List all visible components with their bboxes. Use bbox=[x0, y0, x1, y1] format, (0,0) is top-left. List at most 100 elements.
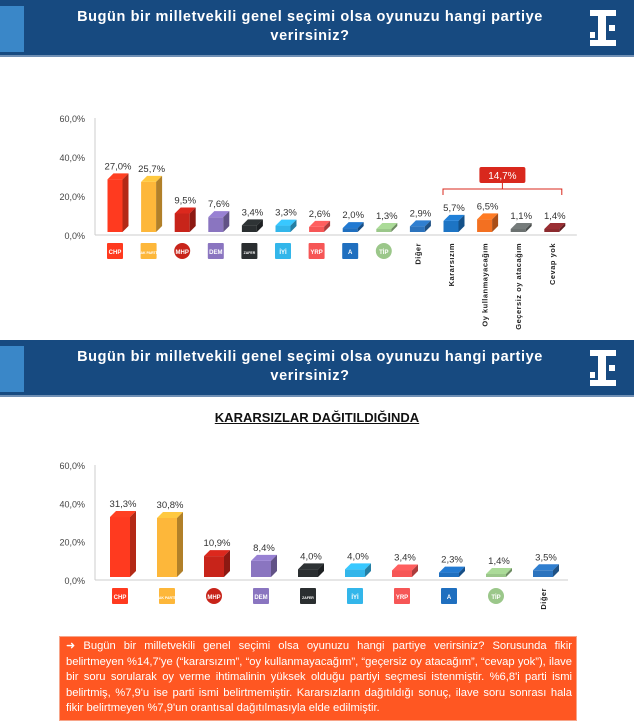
y-tick-label: 60,0% bbox=[59, 461, 85, 471]
logo-shape bbox=[441, 588, 457, 604]
bar bbox=[141, 175, 163, 232]
category-label: Cevap yok bbox=[548, 243, 557, 285]
y-tick-label: 20,0% bbox=[59, 192, 85, 202]
bar-side bbox=[224, 550, 230, 577]
bar-top bbox=[208, 211, 230, 218]
logo-text: MHP bbox=[207, 595, 220, 601]
category-label: Kararsızım bbox=[447, 243, 456, 286]
logo-shape bbox=[140, 243, 157, 259]
bar-side bbox=[324, 220, 331, 232]
bar-front bbox=[486, 574, 506, 577]
bar bbox=[342, 222, 364, 232]
bar-front bbox=[157, 517, 177, 577]
party-logo-icon: CHP bbox=[112, 588, 128, 604]
bar-side bbox=[357, 222, 364, 232]
bar-front bbox=[392, 570, 412, 577]
bar-top bbox=[275, 219, 297, 226]
bar-front bbox=[107, 179, 123, 232]
bar-side bbox=[525, 223, 532, 232]
y-tick-label: 0,0% bbox=[64, 231, 85, 241]
data-label: 1,1% bbox=[510, 211, 532, 222]
party-logo-icon: A bbox=[441, 588, 457, 604]
data-label: 10,9% bbox=[204, 538, 231, 549]
data-label: 30,8% bbox=[157, 500, 184, 511]
bar-top bbox=[309, 220, 331, 227]
data-label: 3,3% bbox=[275, 208, 297, 219]
bar-front bbox=[208, 217, 224, 232]
party-logo-icon: MHP bbox=[206, 588, 222, 604]
bar bbox=[251, 554, 277, 577]
bar-front bbox=[510, 229, 526, 232]
bar bbox=[345, 563, 371, 577]
party-logo-icon: YRP bbox=[308, 243, 325, 259]
annotation-bracket bbox=[442, 183, 563, 195]
bar bbox=[409, 220, 431, 232]
bar bbox=[208, 211, 230, 232]
y-tick-label: 60,0% bbox=[59, 114, 85, 124]
logo-shape bbox=[342, 243, 359, 259]
bar bbox=[107, 173, 129, 232]
annotation-box bbox=[479, 167, 526, 183]
bar bbox=[477, 213, 499, 232]
bar bbox=[241, 219, 263, 232]
logo-shape bbox=[112, 588, 128, 604]
bar bbox=[510, 223, 532, 232]
logo-shape bbox=[488, 588, 504, 604]
bar-top bbox=[544, 223, 566, 229]
party-logo-icon: ZAFER bbox=[300, 588, 316, 604]
bar bbox=[376, 223, 398, 232]
bar-side bbox=[122, 173, 129, 232]
bar-side bbox=[492, 213, 499, 232]
bar bbox=[392, 564, 418, 577]
y-tick-label: 0,0% bbox=[64, 576, 85, 586]
data-label: 3,4% bbox=[242, 207, 264, 218]
arrow-right-icon: ➜ bbox=[66, 640, 84, 652]
party-logo-icon: DEM bbox=[207, 243, 224, 259]
data-label: 1,4% bbox=[544, 211, 566, 222]
bar-top bbox=[392, 564, 418, 571]
methodology-note: ➜ Bugün bir milletvekili genel seçimi ol… bbox=[59, 636, 577, 721]
bar bbox=[486, 568, 512, 577]
y-tick-label: 40,0% bbox=[59, 153, 85, 163]
bar-top bbox=[477, 213, 499, 220]
party-logo-icon: İYİ bbox=[275, 243, 291, 259]
bar-top bbox=[251, 554, 277, 561]
logo-text: AK PARTİ bbox=[140, 251, 156, 255]
bar-side bbox=[290, 219, 297, 232]
bar-top bbox=[533, 564, 559, 571]
bar-front bbox=[345, 569, 365, 577]
logo-text: A bbox=[348, 250, 353, 256]
brand-logo-icon bbox=[590, 350, 616, 386]
bar-top bbox=[409, 220, 431, 227]
logo-text: A bbox=[447, 595, 452, 601]
bar-top bbox=[157, 511, 183, 518]
logo-shape bbox=[308, 243, 325, 259]
logo-shape bbox=[347, 588, 363, 604]
bar-top bbox=[141, 175, 163, 182]
bar-side bbox=[391, 223, 398, 232]
bar-front bbox=[298, 569, 318, 577]
category-label: Oy kullanmayacağım bbox=[481, 243, 490, 327]
data-label: 31,3% bbox=[110, 499, 137, 510]
data-label: 2,3% bbox=[441, 555, 463, 566]
data-label: 4,0% bbox=[347, 551, 369, 562]
bar bbox=[174, 207, 196, 232]
bar-top bbox=[443, 214, 465, 221]
data-label: 3,4% bbox=[394, 552, 416, 563]
bar-top bbox=[174, 207, 196, 214]
bar-side bbox=[271, 554, 277, 577]
header-banner-2: Bugün bir milletvekili genel seçimi olsa… bbox=[0, 340, 634, 397]
y-tick-label: 40,0% bbox=[59, 499, 85, 509]
data-label: 8,4% bbox=[253, 543, 275, 554]
bar-top bbox=[345, 563, 371, 570]
bar bbox=[157, 511, 183, 577]
data-label: 25,7% bbox=[138, 164, 165, 175]
bar-side bbox=[156, 175, 163, 232]
bar bbox=[443, 214, 465, 232]
header-accent-block bbox=[0, 346, 24, 392]
logo-shape bbox=[159, 588, 175, 604]
party-logo-icon: TİP bbox=[488, 588, 504, 604]
logo-text: DEM bbox=[254, 595, 267, 601]
party-logo-icon: TİP bbox=[375, 243, 392, 259]
bar-front bbox=[376, 229, 392, 232]
